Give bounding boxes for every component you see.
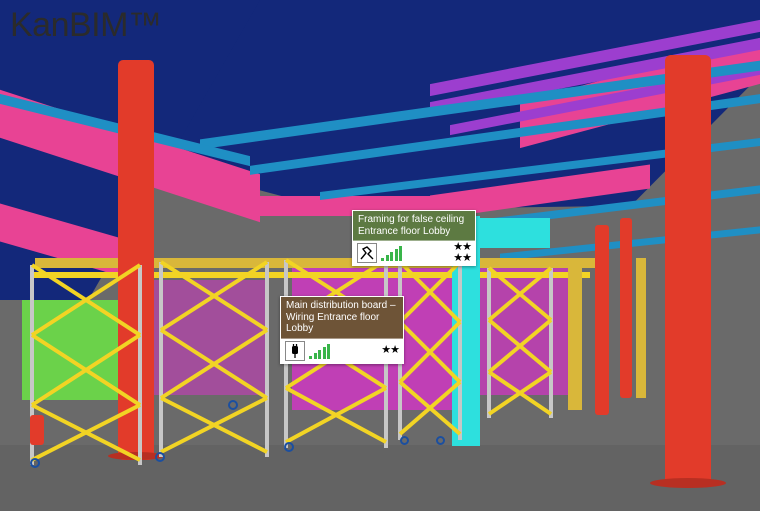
column-cyan-band bbox=[470, 218, 550, 248]
tooltip-header: Main distribution board – Wiring Entranc… bbox=[281, 297, 403, 339]
scaffold-bay-2 bbox=[155, 262, 273, 457]
tooltip-title-line: Framing for false ceiling bbox=[358, 214, 464, 225]
signal-icon bbox=[309, 343, 330, 359]
tooltip-title-line: Entrance floor Lobby bbox=[358, 226, 450, 237]
task-tooltip-framing[interactable]: Framing for false ceiling Entrance floor… bbox=[352, 210, 476, 266]
column-red-right bbox=[665, 55, 711, 485]
tooltip-title-line: Main distribution board – bbox=[286, 300, 396, 311]
tooltip-title-line: Wiring Entrance floor bbox=[286, 312, 379, 323]
fire-equipment bbox=[30, 415, 44, 445]
rating-stars: ★★★★ bbox=[453, 242, 471, 264]
caster bbox=[436, 436, 445, 445]
caster bbox=[30, 458, 40, 468]
caster bbox=[155, 452, 165, 462]
column-yellow-far bbox=[568, 260, 582, 410]
tooltip-title-line: Lobby bbox=[286, 323, 313, 334]
column-red-right-base bbox=[650, 478, 726, 488]
scaffold-bay-5 bbox=[485, 268, 555, 418]
rating-stars: ★★ bbox=[381, 345, 399, 356]
tooltip-header: Framing for false ceiling Entrance floor… bbox=[353, 211, 475, 241]
column-red-far bbox=[595, 225, 609, 415]
caster bbox=[228, 400, 238, 410]
bim-3d-viewport[interactable]: KanBIM™ bbox=[0, 0, 760, 511]
task-tooltip-distribution[interactable]: Main distribution board – Wiring Entranc… bbox=[280, 296, 404, 364]
tooltip-body: ★★ bbox=[281, 339, 403, 363]
column-yellow-far-2 bbox=[636, 258, 646, 398]
signal-icon bbox=[381, 245, 402, 261]
column-red-far-2 bbox=[620, 218, 632, 398]
scaffold-bay-1 bbox=[26, 265, 146, 465]
scaffold-bay-4 bbox=[395, 262, 465, 440]
app-brand: KanBIM™ bbox=[10, 6, 161, 45]
caster bbox=[400, 436, 409, 445]
caster bbox=[284, 442, 294, 452]
worker-icon bbox=[357, 243, 377, 263]
electrical-icon bbox=[285, 341, 305, 361]
tooltip-body: ★★★★ bbox=[353, 241, 475, 265]
